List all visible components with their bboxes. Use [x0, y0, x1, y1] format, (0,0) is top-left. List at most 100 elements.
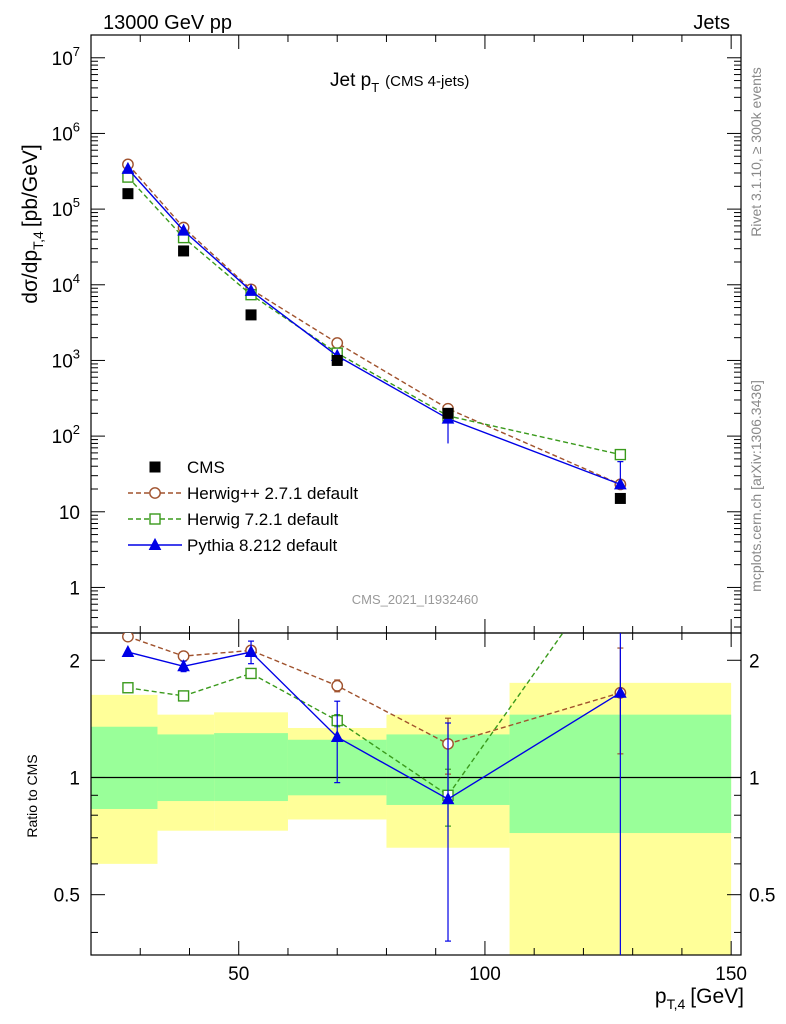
y-tick-label-exp: 2	[73, 422, 80, 437]
mcplots-label: mcplots.cern.ch [arXiv:1306.3436]	[748, 380, 764, 592]
x-axis-label: pT,4 [GeV]	[655, 985, 744, 1012]
series-0-point	[331, 337, 344, 349]
ratio-line-2	[127, 651, 621, 800]
ratio-2-point	[177, 659, 190, 672]
series-2-point	[244, 283, 258, 296]
y-tick-label-exp: 4	[73, 271, 80, 286]
series-line-1	[127, 176, 621, 456]
main-series-clip	[121, 158, 627, 504]
y-tick-label: 105	[52, 195, 80, 221]
y-tick-label: 103	[52, 346, 80, 372]
plot-title: Jet pT (CMS 4-jets)	[330, 70, 469, 95]
x-axis-label-unit: [GeV]	[690, 985, 744, 1008]
legend-marker-3	[148, 537, 162, 550]
header-left: 13000 GeV pp	[103, 12, 232, 34]
plot-title-main: Jet p	[330, 70, 371, 91]
y-axis-label-sub: T,4	[30, 231, 46, 250]
ratio-y-tick-label-left: 1	[69, 768, 80, 789]
series-line-0	[127, 163, 621, 486]
x-tick-label: 50	[228, 964, 249, 985]
y-tick-label: 104	[52, 271, 80, 297]
ratio-1-point	[177, 690, 190, 702]
series-group	[121, 158, 627, 955]
analysis-label: CMS_2021_I1932460	[352, 592, 479, 607]
y-tick-label: 107	[52, 44, 80, 70]
header-right: Jets	[693, 12, 730, 34]
ratio-series-clip	[121, 547, 627, 955]
y-tick-label-base: 10	[52, 49, 73, 70]
y-tick-label-base: 10	[52, 351, 73, 372]
y-tick-label-exp: 5	[73, 195, 80, 210]
text-group: 13000 GeV pp Jets Jet pT (CMS 4-jets) CMS…	[19, 12, 764, 1012]
legend-label-2: Herwig 7.2.1 default	[187, 510, 338, 529]
legend-label-3: Pythia 8.212 default	[187, 536, 338, 555]
y-tick-label-base: 10	[59, 503, 80, 524]
series-2-point	[177, 223, 190, 236]
cms-data-point	[178, 245, 190, 257]
ratio-2-point	[614, 685, 627, 698]
x-tick-label: 100	[469, 964, 501, 985]
series-1-point	[614, 448, 627, 461]
y-tick-label-exp: 3	[73, 346, 80, 361]
ratio-line-1	[127, 633, 564, 797]
ratio-frame	[90, 632, 742, 956]
legend-marker-0	[149, 461, 161, 473]
x-axis-label-sub: T,4	[667, 996, 686, 1012]
ratio-1-point	[615, 547, 625, 557]
cms-data-point	[331, 354, 343, 366]
y-tick-label-base: 10	[52, 427, 73, 448]
cms-data-point	[245, 309, 257, 321]
y-axis-label: dσ/dpT,4 [pb/GeV]	[19, 144, 46, 303]
plot-title-extra: (CMS 4-jets)	[385, 73, 469, 90]
ratio-1-point	[122, 682, 134, 694]
ratio-uncertainty-bands	[91, 682, 741, 955]
y-tick-label: 106	[52, 119, 80, 145]
ratio-y-tick-label-left: 2	[69, 651, 80, 672]
legend-label-0: CMS	[187, 458, 225, 477]
rivet-label: Rivet 3.1.10, ≥ 300k events	[748, 67, 764, 237]
y-tick-label-base: 10	[52, 276, 73, 297]
ratio-y-axis-label: Ratio to CMS	[24, 754, 40, 837]
ratio-2-point	[121, 644, 135, 658]
cms-data-point	[442, 407, 454, 419]
band-clip-group	[91, 682, 732, 955]
ratio-2-point	[244, 644, 258, 658]
y-tick-label-base: 10	[52, 124, 73, 145]
band-inner-2	[214, 733, 288, 802]
y-tick-label: 102	[52, 422, 80, 448]
legend-marker-2	[149, 513, 161, 525]
ratio-0-point	[122, 633, 134, 643]
legend: CMS Herwig++ 2.7.1 default Herwig 7.2.1 de…	[128, 458, 358, 555]
y-tick-label: 1	[69, 578, 80, 599]
y-tick-label-base: 1	[69, 578, 80, 599]
legend-marker-1	[149, 487, 161, 499]
ratio-y-tick-label-right: 0.5	[749, 886, 775, 907]
plot-frames	[90, 34, 742, 956]
y-tick-label: 10	[59, 503, 80, 524]
y-tick-label-exp: 6	[73, 119, 80, 134]
series-2-point	[121, 161, 135, 174]
ratio-2-point	[441, 792, 455, 805]
y-axis-label-unit: [pb/GeV]	[19, 144, 42, 227]
y-tick-label-base: 10	[52, 200, 73, 221]
y-axis-label-main: dσ/dp	[19, 250, 42, 304]
ratio-y-tick-label-right: 1	[749, 768, 760, 789]
ratio-0-point	[331, 679, 344, 692]
cms-data-point	[122, 188, 134, 200]
ratio-line-0	[127, 635, 621, 745]
series-2-point	[614, 477, 627, 490]
legend-label-1: Herwig++ 2.7.1 default	[187, 484, 358, 503]
y-tick-label-exp: 7	[73, 44, 80, 59]
x-tick-label: 150	[715, 964, 747, 985]
series-line-2	[127, 168, 621, 486]
band-inner-1	[157, 734, 215, 802]
x-axis-label-main: p	[655, 985, 667, 1008]
band-inner-0	[91, 726, 158, 809]
ratio-1-point	[245, 667, 257, 680]
plot-title-sub: T	[371, 80, 379, 95]
cms-data-point	[614, 492, 626, 504]
ratio-y-tick-label-left: 0.5	[54, 886, 80, 907]
ratio-y-tick-label-right: 2	[749, 651, 760, 672]
